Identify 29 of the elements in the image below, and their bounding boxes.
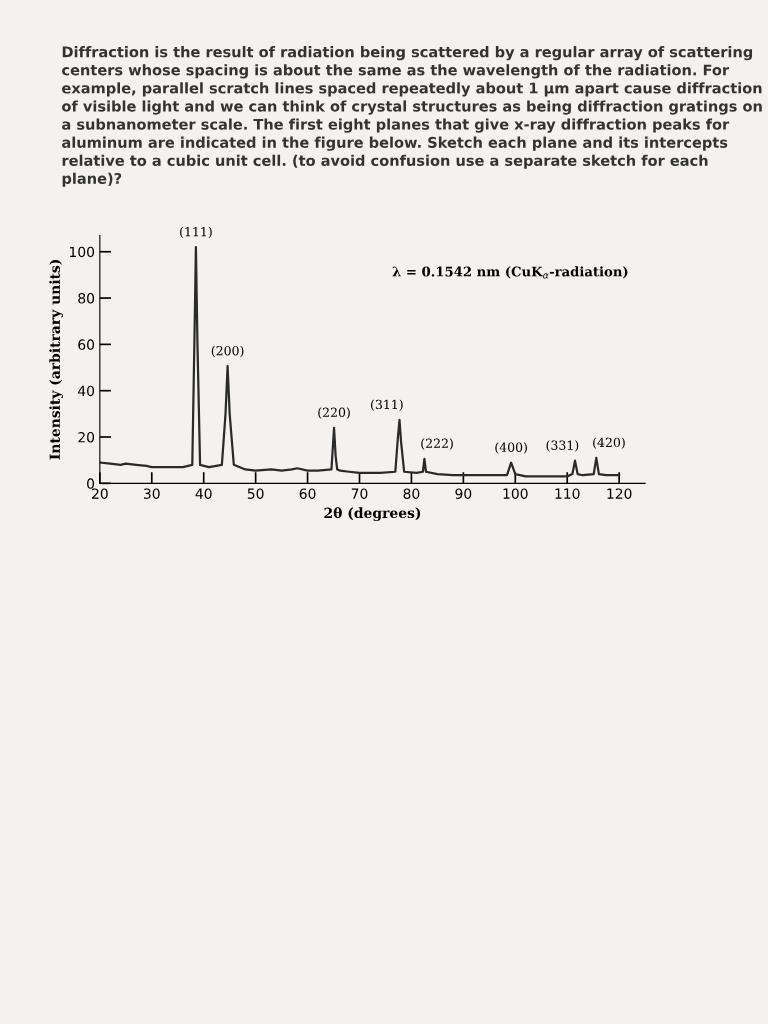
annotation: (111) [180, 226, 212, 239]
y-tick-label: 0 [87, 478, 95, 489]
x-tick-label: 60 [299, 488, 316, 499]
x-tick-label: 40 [195, 488, 212, 499]
x-tick-label: 70 [351, 488, 368, 499]
y-tick-label: 20 [78, 431, 95, 443]
y-tick-label: 40 [77, 385, 95, 397]
y-axis-title: Intensity (arbitrary units) [49, 260, 63, 460]
x-tick-label: 50 [247, 488, 264, 499]
x-tick-label: 80 [403, 488, 420, 499]
annotation: (220) [318, 407, 350, 419]
y-tick-label: 80 [78, 293, 95, 304]
x-tick-label: 100 [503, 488, 528, 499]
y-tick-label: 100 [69, 246, 95, 258]
x-tick-label: 20 [92, 488, 108, 499]
chart-title: Diffraction is the result of radiation being scattered by a regular array of scattering centers whose spacing is about the same as the wavelength of the radiation. For example, parallel scratch lines spaced repeatedly about 1 µm apart cause diffraction of visible light and we can think of crystal structures as being diffraction gratings on a subnanometer scale. The first eight planes that give x-ray diffraction peaks for aluminum are indicated in the figure below. Sketch each plane and its intercepts relative to a cubic unit cell. (to avoid confusion use a separate sketch for each plane)? [62, 46, 762, 187]
annotation: λ = 0.1542 nm (CuK$_{α}$-radiation) [392, 266, 628, 279]
x-tick-label: 120 [607, 488, 632, 499]
annotation: (311) [371, 399, 403, 411]
annotation: (420) [593, 437, 625, 449]
x-axis-title: 2θ (degrees) [324, 507, 421, 521]
annotation: (222) [421, 438, 453, 450]
x-tick-label: 110 [555, 488, 580, 499]
y-tick-label: 60 [78, 339, 95, 350]
annotation: (200) [211, 345, 244, 358]
x-tick-label: 30 [143, 488, 160, 499]
x-tick-label: 90 [455, 488, 472, 499]
annotation: (331) [546, 440, 579, 452]
annotation: (400) [495, 442, 527, 454]
